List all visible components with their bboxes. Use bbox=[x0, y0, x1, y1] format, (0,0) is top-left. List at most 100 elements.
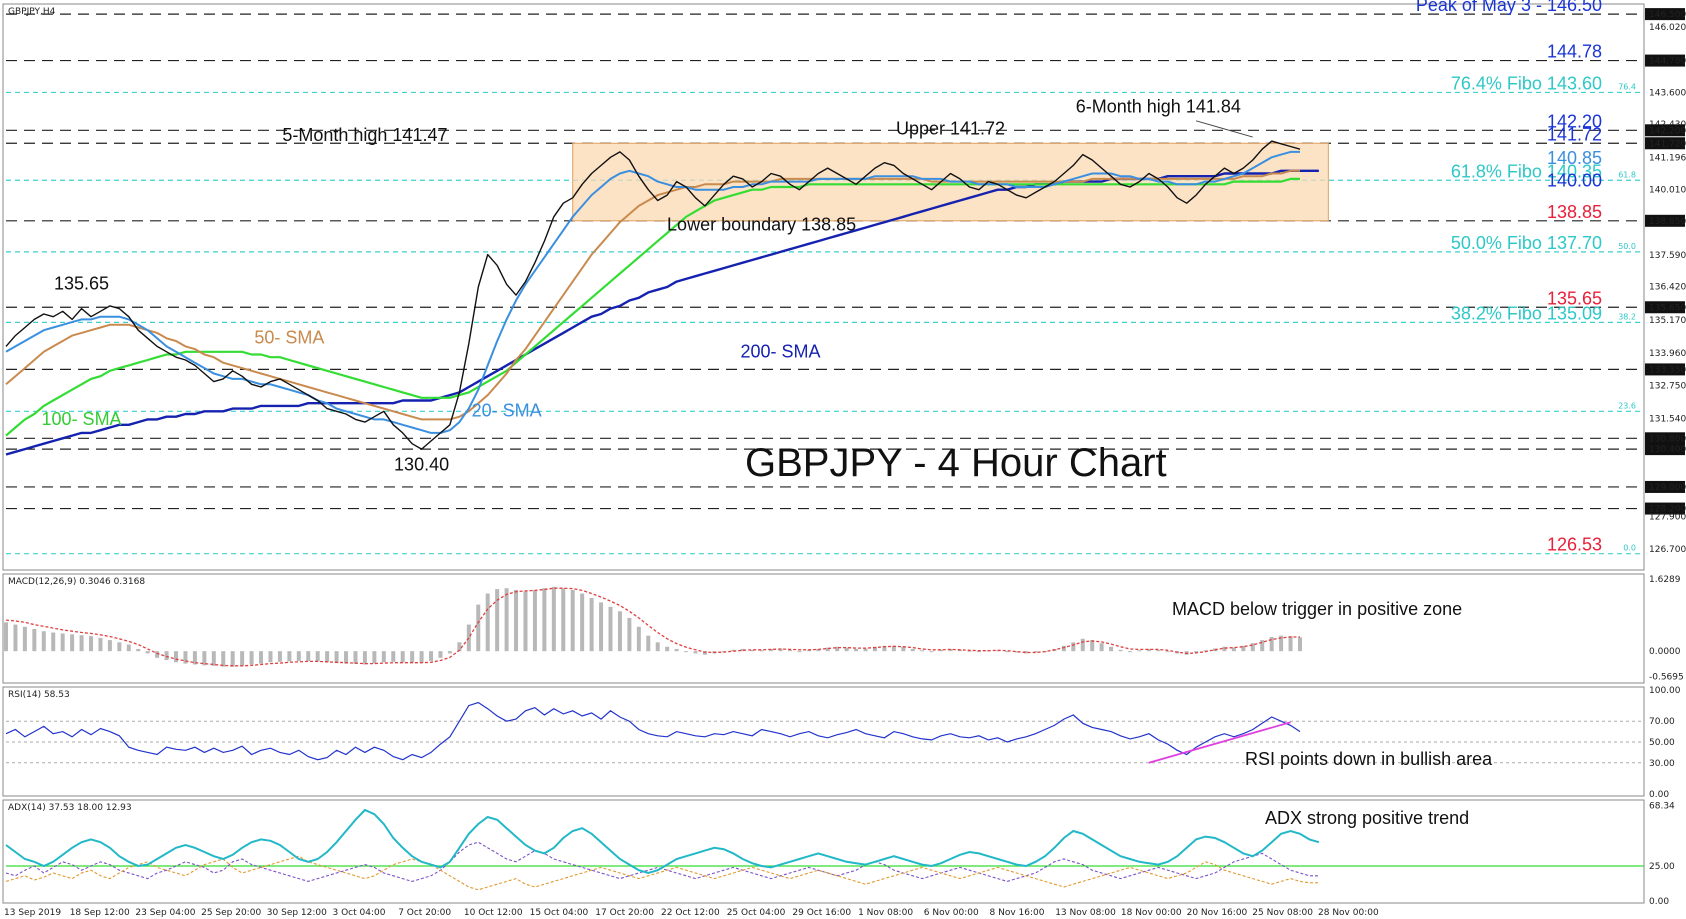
macd-bar-56 bbox=[532, 589, 537, 652]
macd-bar-83 bbox=[787, 649, 792, 652]
y-tick-20: 129.000 bbox=[1649, 483, 1686, 493]
macd-bar-122 bbox=[1156, 649, 1161, 652]
macd-bar-137 bbox=[1298, 637, 1302, 652]
macd-bar-88 bbox=[835, 646, 840, 652]
macd-bar-106 bbox=[1005, 651, 1010, 653]
macd-bar-120 bbox=[1137, 650, 1142, 652]
macd-bar-13 bbox=[126, 644, 131, 652]
macd-bar-9 bbox=[89, 636, 94, 652]
macd-bar-59 bbox=[561, 588, 566, 652]
y-tick-12: 135.650 bbox=[1649, 303, 1686, 313]
macd-bar-116 bbox=[1099, 643, 1104, 652]
macd-bar-95 bbox=[901, 646, 906, 652]
macd-bar-3 bbox=[32, 629, 37, 652]
y-tick-bg-6 bbox=[1645, 137, 1685, 150]
y-tick-2: 144.780 bbox=[1649, 57, 1686, 67]
fibo-tag-6: 61.8 bbox=[1618, 170, 1636, 179]
y-tick-bg-15 bbox=[1645, 363, 1685, 376]
macd-bar-27 bbox=[259, 651, 264, 664]
series-200-sma bbox=[5, 169, 1319, 456]
x-tick-5: 3 Oct 04:00 bbox=[333, 908, 386, 918]
x-tick-4: 30 Sep 12:00 bbox=[267, 908, 327, 918]
rsi-tick-3: 30.00 bbox=[1649, 759, 1675, 769]
x-tick-14: 6 Nov 00:00 bbox=[924, 908, 979, 918]
macd-bar-117 bbox=[1109, 646, 1114, 652]
macd-tick-2: -0.5695 bbox=[1649, 672, 1684, 682]
macd-bar-74 bbox=[702, 651, 707, 655]
macd-bar-108 bbox=[1024, 651, 1029, 654]
macd-bar-23 bbox=[221, 651, 226, 667]
macd-bar-12 bbox=[117, 642, 122, 652]
macd-bar-114 bbox=[1080, 638, 1085, 652]
macd-bar-39 bbox=[372, 651, 377, 664]
macd-bar-107 bbox=[1014, 651, 1019, 653]
adx-tick-0: 68.34 bbox=[1649, 801, 1675, 811]
macd-bar-4 bbox=[41, 631, 46, 652]
macd-bar-132 bbox=[1250, 643, 1255, 652]
y-tick-17: 131.540 bbox=[1649, 414, 1686, 424]
macd-bar-93 bbox=[882, 645, 887, 652]
macd-bar-69 bbox=[655, 642, 660, 652]
macd-bar-72 bbox=[684, 651, 689, 653]
annotation-0: Upper 141.72 bbox=[896, 118, 1005, 138]
y-tick-22: 127.900 bbox=[1649, 513, 1686, 523]
macd-bar-86 bbox=[816, 648, 821, 652]
macd-bar-21 bbox=[202, 651, 207, 666]
macd-bar-102 bbox=[967, 650, 972, 652]
macd-bar-18 bbox=[174, 651, 179, 663]
rsi-line bbox=[5, 701, 1301, 761]
x-tick-16: 13 Nov 08:00 bbox=[1055, 908, 1116, 918]
macd-bar-44 bbox=[419, 651, 424, 663]
macd-panel bbox=[2, 573, 1645, 684]
macd-bar-129 bbox=[1222, 646, 1227, 652]
macd-bar-26 bbox=[249, 651, 254, 665]
macd-bar-113 bbox=[1071, 642, 1076, 652]
macd-bar-46 bbox=[438, 651, 443, 658]
x-tick-20: 28 Nov 00:00 bbox=[1318, 908, 1379, 918]
y-tick-11: 136.420 bbox=[1649, 282, 1686, 292]
level-label-1: 144.78 bbox=[1547, 42, 1602, 62]
x-tick-13: 1 Nov 08:00 bbox=[858, 908, 913, 918]
six-month-high-pointer bbox=[1195, 120, 1253, 138]
series-20-sma bbox=[5, 150, 1300, 434]
y-tick-bg-9 bbox=[1645, 214, 1685, 227]
macd-bar-131 bbox=[1241, 645, 1246, 652]
rsi-label: RSI(14) 58.53 bbox=[8, 690, 70, 700]
macd-bar-14 bbox=[136, 648, 141, 652]
macd-bar-55 bbox=[523, 591, 528, 652]
level-label-7: 140.00 bbox=[1547, 171, 1602, 191]
level-label-9: 50.0% Fibo 137.70 bbox=[1451, 233, 1602, 253]
macd-bar-73 bbox=[693, 651, 698, 654]
macd-bar-10 bbox=[98, 637, 103, 652]
series-50-sma bbox=[5, 169, 1300, 421]
annotation-1: 5-Month high 141.47 bbox=[282, 125, 447, 145]
macd-bar-49 bbox=[466, 624, 471, 652]
level-label-0: Peak of May 3 - 146.50 bbox=[1416, 0, 1602, 15]
macd-bar-19 bbox=[183, 651, 188, 664]
fibo-tag-2: 76.4 bbox=[1618, 82, 1636, 91]
macd-bar-50 bbox=[476, 604, 481, 652]
macd-bar-54 bbox=[514, 589, 519, 652]
y-tick-23: 126.700 bbox=[1649, 545, 1686, 555]
rsi-panel bbox=[2, 686, 1645, 797]
macd-bar-0 bbox=[4, 622, 8, 652]
x-tick-12: 29 Oct 16:00 bbox=[792, 908, 851, 918]
macd-bar-47 bbox=[447, 651, 452, 654]
macd-bar-96 bbox=[910, 648, 915, 652]
x-tick-1: 18 Sep 12:00 bbox=[70, 908, 130, 918]
macd-bar-77 bbox=[731, 649, 736, 652]
macd-bar-22 bbox=[211, 651, 216, 666]
y-tick-8: 140.010 bbox=[1649, 185, 1686, 195]
macd-bar-35 bbox=[334, 651, 339, 664]
y-tick-bg-20 bbox=[1645, 480, 1685, 493]
y-tick-19: 130.400 bbox=[1649, 445, 1686, 455]
macd-bar-81 bbox=[769, 648, 774, 652]
macd-bar-118 bbox=[1118, 649, 1123, 652]
x-tick-18: 20 Nov 16:00 bbox=[1187, 908, 1248, 918]
adx-minus-di-line bbox=[5, 855, 1319, 891]
macd-bar-133 bbox=[1260, 640, 1265, 652]
macd-bar-134 bbox=[1269, 636, 1274, 652]
fibo-tag-13: 23.6 bbox=[1618, 401, 1636, 410]
macd-bar-68 bbox=[646, 635, 651, 652]
macd-bar-64 bbox=[608, 606, 613, 652]
